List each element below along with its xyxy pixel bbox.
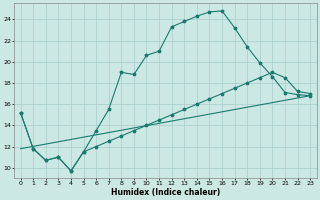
X-axis label: Humidex (Indice chaleur): Humidex (Indice chaleur)	[111, 188, 220, 197]
